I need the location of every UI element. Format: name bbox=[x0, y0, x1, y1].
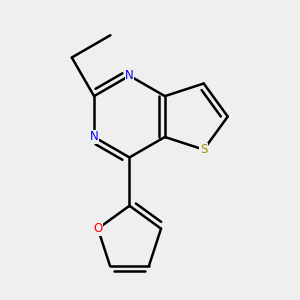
Text: S: S bbox=[200, 143, 207, 156]
Text: N: N bbox=[90, 130, 98, 143]
Text: N: N bbox=[125, 69, 134, 82]
Text: O: O bbox=[93, 222, 103, 235]
